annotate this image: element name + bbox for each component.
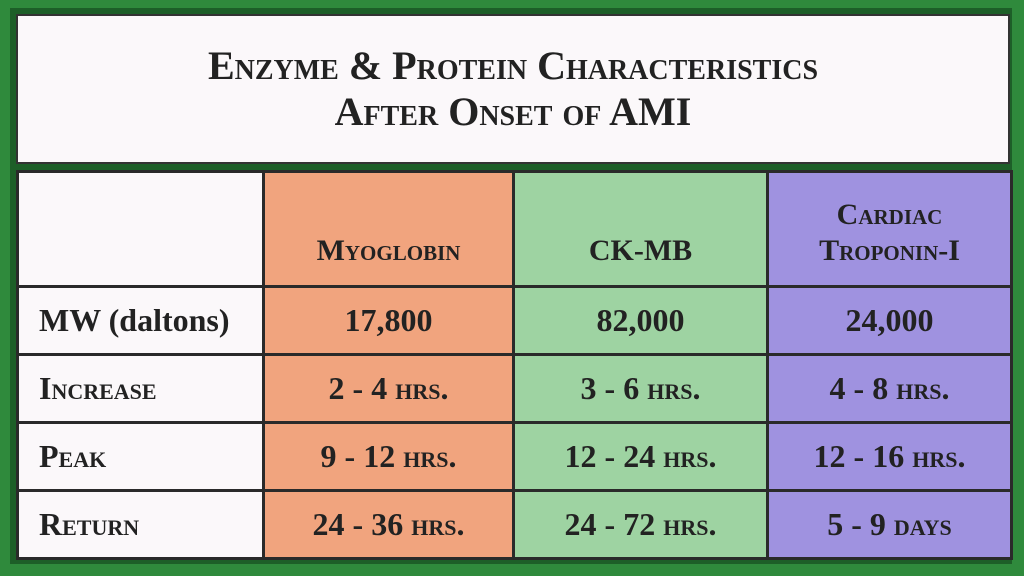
column-header: CK-MB [512,170,769,288]
column-header: Myoglobin [262,170,515,288]
row-label: Return [16,489,265,560]
corner-cell [16,170,265,288]
table-row: Peak 9 - 12 hrs. 12 - 24 hrs. 12 - 16 hrs. [16,421,1013,492]
table-cell: 17,800 [262,285,515,356]
table-cell: 2 - 4 hrs. [262,353,515,424]
table-cell: 5 - 9 days [766,489,1013,560]
table-row: MW (daltons) 17,800 82,000 24,000 [16,285,1013,356]
row-label: MW (daltons) [16,285,265,356]
header-row: Myoglobin CK-MB Cardiac Troponin-I [16,170,1013,288]
table-row: Return 24 - 36 hrs. 24 - 72 hrs. 5 - 9 days [16,489,1013,560]
table-cell: 9 - 12 hrs. [262,421,515,492]
title-line: Enzyme & Protein Characteristics [207,43,819,88]
column-header: Cardiac Troponin-I [766,170,1013,288]
row-label: Increase [16,353,265,424]
table-cell: 24 - 36 hrs. [262,489,515,560]
table-cell: 12 - 16 hrs. [766,421,1013,492]
row-label: Peak [16,421,265,492]
table-cell: 82,000 [512,285,769,356]
title-box: Enzyme & Protein Characteristics After O… [16,14,1010,164]
table-cell: 4 - 8 hrs. [766,353,1013,424]
data-table: Myoglobin CK-MB Cardiac Troponin-I MW (dal… [16,170,1013,560]
table-cell: 12 - 24 hrs. [512,421,769,492]
table-cell: 24,000 [766,285,1013,356]
table-cell: 3 - 6 hrs. [512,353,769,424]
title-line: After Onset of AMI [334,89,692,134]
table-cell: 24 - 72 hrs. [512,489,769,560]
table-row: Increase 2 - 4 hrs. 3 - 6 hrs. 4 - 8 hrs. [16,353,1013,424]
table-body: MW (daltons) 17,800 82,000 24,000 Increase 2 … [16,285,1013,560]
